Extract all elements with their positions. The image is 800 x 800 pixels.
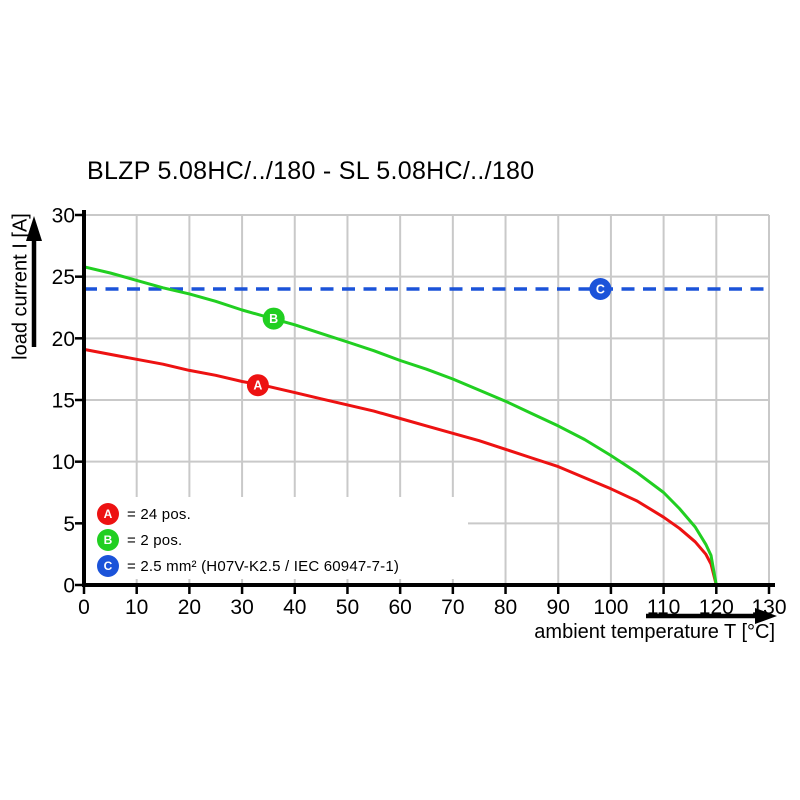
legend-marker-b-icon: B [97, 529, 119, 551]
x-tick-label: 10 [125, 596, 148, 619]
legend-item-c: C = 2.5 mm² (H07V-K2.5 / IEC 60947-7-1) [97, 553, 399, 579]
marker-b-letter: B [269, 312, 278, 326]
x-tick-label: 80 [494, 596, 517, 619]
y-tick-label: 30 [52, 205, 75, 228]
y-tick-label: 5 [63, 513, 75, 536]
x-tick-label: 110 [647, 596, 680, 619]
marker-a-letter: A [253, 379, 262, 393]
legend-label-c: = 2.5 mm² (H07V-K2.5 / IEC 60947-7-1) [127, 557, 400, 575]
x-tick-label: 50 [336, 596, 359, 619]
marker-c-letter: C [596, 283, 605, 297]
chart-legend: A = 24 pos. B = 2 pos. C = 2.5 mm² (H07V… [97, 501, 399, 579]
curve-b [82, 265, 718, 587]
x-tick-label: 70 [441, 596, 464, 619]
x-tick-label: 30 [230, 596, 253, 619]
legend-marker-a-icon: A [97, 503, 119, 525]
x-tick-label: 0 [78, 596, 90, 619]
y-tick-label: 25 [52, 266, 75, 289]
curve-a [82, 347, 718, 587]
legend-item-b: B = 2 pos. [97, 527, 399, 553]
legend-item-a: A = 24 pos. [97, 501, 399, 527]
x-tick-label: 90 [547, 596, 570, 619]
x-axis-label: ambient temperature T [°C] [534, 621, 775, 643]
marker-b-icon [262, 307, 285, 330]
marker-a-icon [246, 374, 269, 397]
legend-label-a: = 24 pos. [127, 505, 191, 523]
y-tick-label: 20 [52, 328, 75, 351]
marker-c-icon [589, 278, 612, 300]
legend-label-b: = 2 pos. [127, 531, 183, 549]
x-tick-label: 120 [699, 596, 734, 619]
legend-backdrop [86, 497, 468, 579]
y-axis-arrow-head-icon [26, 216, 42, 241]
legend-marker-c-icon: C [97, 555, 119, 577]
x-tick-label: 60 [388, 596, 411, 619]
y-tick-label: 15 [52, 390, 75, 413]
x-tick-label: 100 [593, 596, 628, 619]
y-tick-label: 10 [52, 451, 75, 474]
x-tick-label: 20 [178, 596, 201, 619]
y-tick-label: 0 [63, 575, 75, 598]
x-tick-label: 40 [283, 596, 306, 619]
x-axis-arrow-head-icon [755, 608, 777, 624]
chart-title: BLZP 5.08HC/../180 - SL 5.08HC/../180 [87, 157, 535, 185]
y-axis-label: load current I [A] [9, 213, 32, 360]
